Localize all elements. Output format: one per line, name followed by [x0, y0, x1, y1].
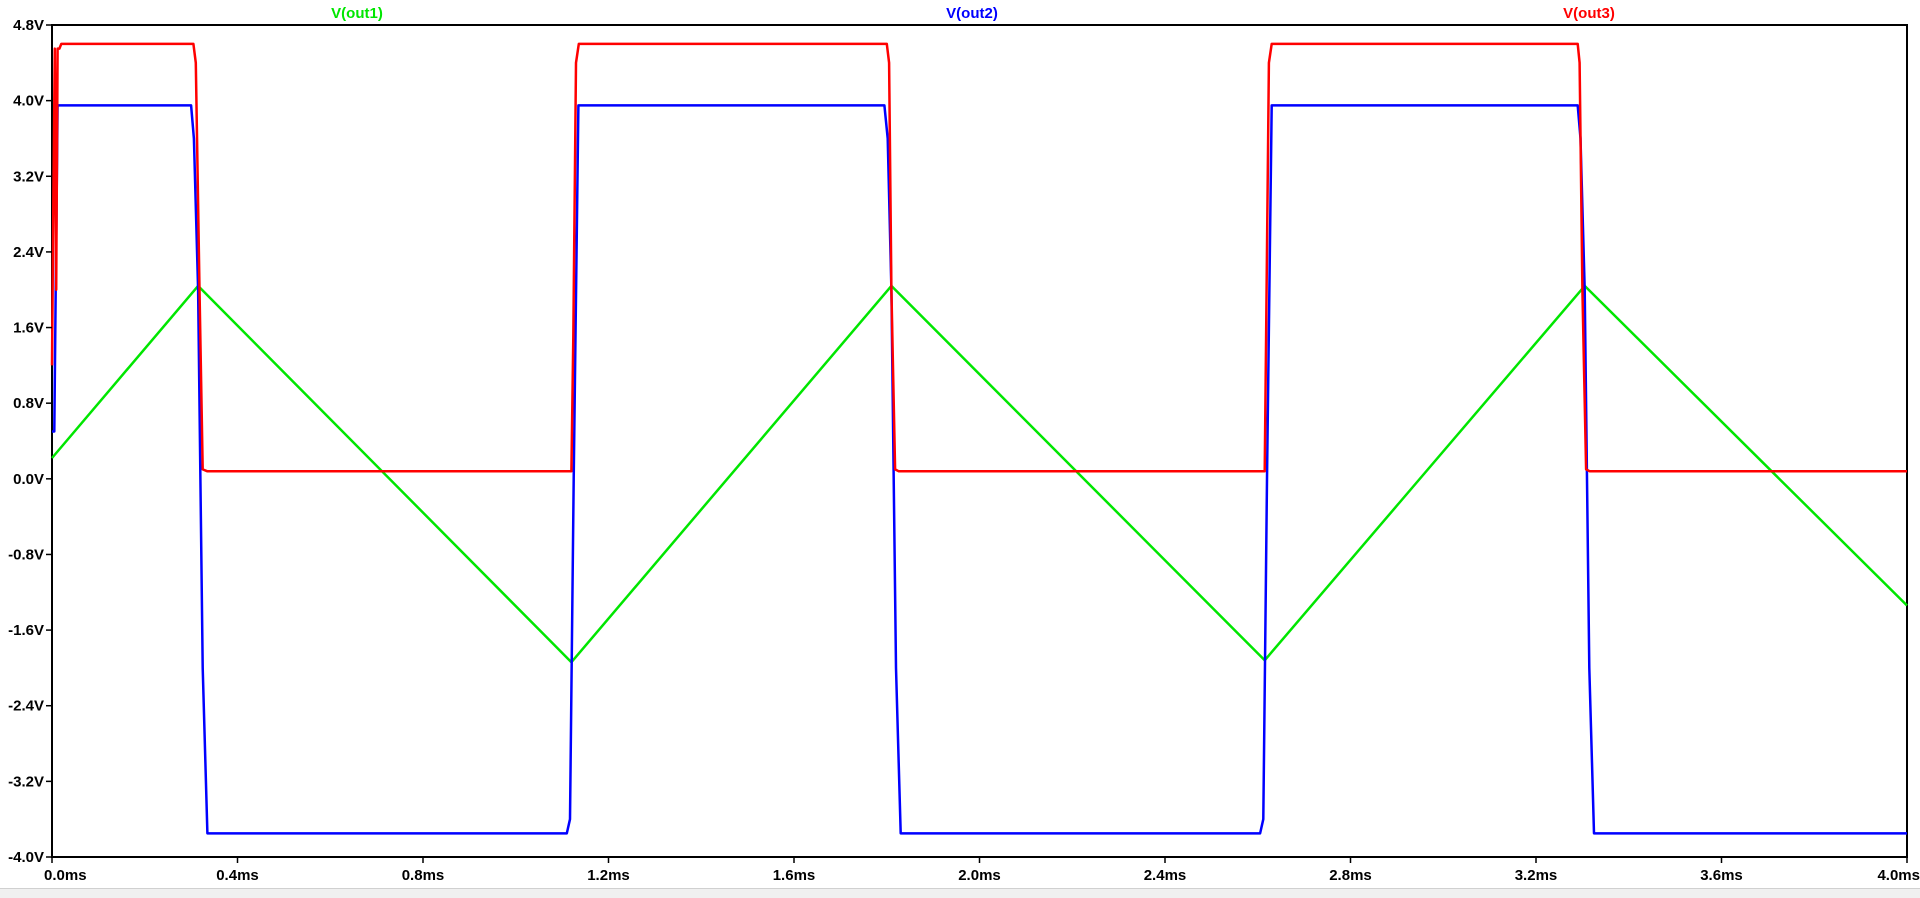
y-tick-label: -2.4V: [8, 698, 44, 715]
trace-vout3[interactable]: [50, 42, 1907, 473]
trace-vout2[interactable]: [52, 104, 1907, 835]
y-tick-label: 3.2V: [13, 168, 44, 185]
y-tick-label: 4.0V: [13, 93, 44, 110]
x-tick-label: 2.4ms: [1144, 867, 1187, 884]
x-tick-label: 3.6ms: [1700, 867, 1743, 884]
x-tick-label: 0.0ms: [44, 867, 87, 884]
y-axis: 4.8V 4.0V 3.2V 2.4V 1.6V 0.8V 0.0V -0.8V -1.6V -2…: [8, 17, 52, 866]
legend-entry[interactable]: V(out2): [946, 5, 998, 22]
y-tick-label: -3.2V: [8, 773, 44, 790]
x-tick-label: 1.6ms: [773, 867, 816, 884]
x-tick-label: 2.8ms: [1329, 867, 1372, 884]
y-tick-label: -4.0V: [8, 849, 44, 866]
x-tick-label: 2.0ms: [958, 867, 1001, 884]
legend: V(out1) V(out2) V(out3): [331, 5, 1615, 22]
y-tick-label: -0.8V: [8, 546, 44, 563]
status-bar: [0, 888, 1920, 898]
legend-entry[interactable]: V(out1): [331, 5, 383, 22]
y-tick-label: 0.0V: [13, 471, 44, 488]
x-tick-label: 0.4ms: [216, 867, 259, 884]
plot-area[interactable]: [51, 24, 1908, 858]
y-tick-label: 1.6V: [13, 320, 44, 337]
y-tick-label: 4.8V: [13, 17, 44, 34]
x-axis: 0.0ms 0.4ms 0.8ms 1.2ms 1.6ms 2.0ms 2.4ms 2.8ms…: [44, 857, 1920, 884]
y-tick-label: 2.4V: [13, 244, 44, 261]
traces: [50, 42, 1908, 835]
x-tick-label: 4.0ms: [1877, 867, 1920, 884]
x-tick-label: 3.2ms: [1515, 867, 1558, 884]
x-tick-label: 0.8ms: [402, 867, 445, 884]
y-tick-label: 0.8V: [13, 395, 44, 412]
x-tick-label: 1.2ms: [587, 867, 630, 884]
legend-entry[interactable]: V(out3): [1563, 5, 1615, 22]
y-tick-label: -1.6V: [8, 622, 44, 639]
